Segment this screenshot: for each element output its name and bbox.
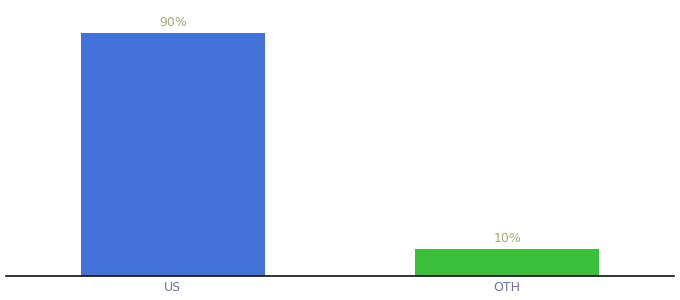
Text: 10%: 10% bbox=[493, 232, 521, 245]
Bar bbox=[81, 33, 265, 276]
Bar bbox=[415, 249, 599, 276]
Text: 90%: 90% bbox=[159, 16, 187, 28]
